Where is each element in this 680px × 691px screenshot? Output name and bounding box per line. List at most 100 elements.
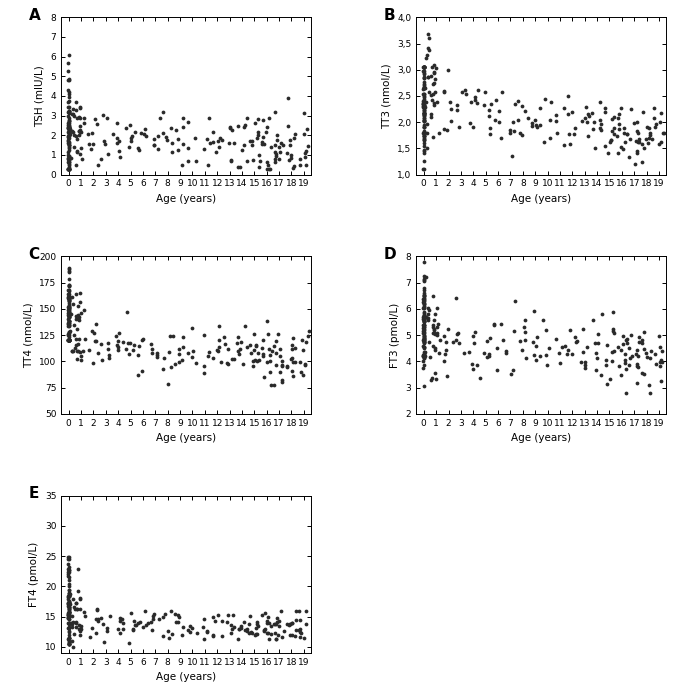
Point (117, 623, 128, 634)
Point (291, 615, 302, 626)
Point (63, 638, 74, 650)
Point (90, 114, 101, 125)
Point (418, 121, 429, 132)
Point (485, 129, 496, 140)
Point (177, 112, 188, 123)
Point (418, 333, 429, 344)
Point (418, 307, 429, 319)
Point (583, 111, 594, 122)
Point (79, 112, 90, 123)
Point (152, 352, 163, 363)
Point (241, 113, 252, 124)
Point (286, 617, 297, 628)
Point (534, 103, 545, 114)
Point (216, 616, 227, 627)
Point (418, 127, 428, 138)
Point (418, 108, 429, 119)
Point (418, 148, 429, 159)
Point (254, 161, 265, 172)
Point (284, 155, 294, 166)
Point (571, 337, 582, 348)
Point (475, 372, 486, 384)
Point (273, 153, 284, 164)
Point (244, 627, 255, 638)
Point (63, 608, 74, 619)
Point (73, 585, 84, 596)
Point (418, 108, 429, 119)
Point (75, 354, 86, 366)
Point (239, 320, 250, 331)
Point (63, 319, 73, 330)
Point (430, 329, 441, 340)
Point (418, 321, 429, 332)
Point (427, 131, 438, 142)
Point (287, 352, 298, 363)
Point (151, 350, 162, 361)
Point (419, 61, 430, 73)
Point (614, 119, 625, 130)
Point (443, 64, 454, 75)
Point (420, 53, 431, 64)
Point (418, 320, 429, 331)
Point (258, 138, 269, 149)
Point (71, 346, 82, 357)
Point (418, 350, 429, 361)
Point (418, 99, 429, 110)
Point (418, 113, 429, 124)
Point (63, 632, 74, 643)
Point (63, 578, 74, 589)
Point (639, 143, 649, 154)
Point (633, 133, 644, 144)
Point (63, 611, 74, 622)
Point (101, 113, 112, 124)
Point (485, 98, 496, 109)
Point (63, 280, 74, 291)
Point (63, 289, 73, 300)
Point (531, 121, 542, 132)
Point (127, 623, 138, 634)
Point (63, 121, 74, 132)
Point (63, 138, 74, 149)
Point (63, 296, 74, 307)
Point (656, 354, 666, 366)
Point (63, 289, 74, 300)
Point (619, 354, 630, 365)
Point (64, 632, 75, 643)
Point (98, 618, 109, 630)
Point (63, 106, 74, 117)
Point (152, 348, 163, 359)
Point (418, 335, 429, 346)
Point (69, 603, 80, 614)
Point (63, 301, 74, 312)
Point (621, 129, 632, 140)
Point (91, 119, 102, 130)
Point (63, 596, 74, 607)
Point (418, 309, 429, 320)
Point (63, 638, 74, 650)
Point (63, 122, 74, 133)
Point (63, 124, 74, 135)
Point (173, 348, 184, 359)
Point (80, 610, 90, 621)
Point (63, 335, 74, 346)
Point (63, 553, 74, 564)
Point (158, 107, 169, 118)
Point (63, 304, 74, 315)
Point (601, 339, 612, 350)
Point (63, 132, 74, 143)
Point (63, 602, 74, 613)
Point (632, 350, 643, 361)
Point (207, 631, 218, 642)
Point (63, 553, 74, 564)
Point (224, 138, 235, 149)
Point (430, 73, 441, 84)
Point (63, 598, 74, 609)
Point (213, 346, 224, 357)
Point (63, 302, 74, 313)
Point (130, 620, 141, 631)
Point (91, 319, 102, 330)
Point (214, 141, 224, 152)
Point (622, 129, 632, 140)
Point (617, 330, 628, 341)
Point (245, 339, 256, 350)
